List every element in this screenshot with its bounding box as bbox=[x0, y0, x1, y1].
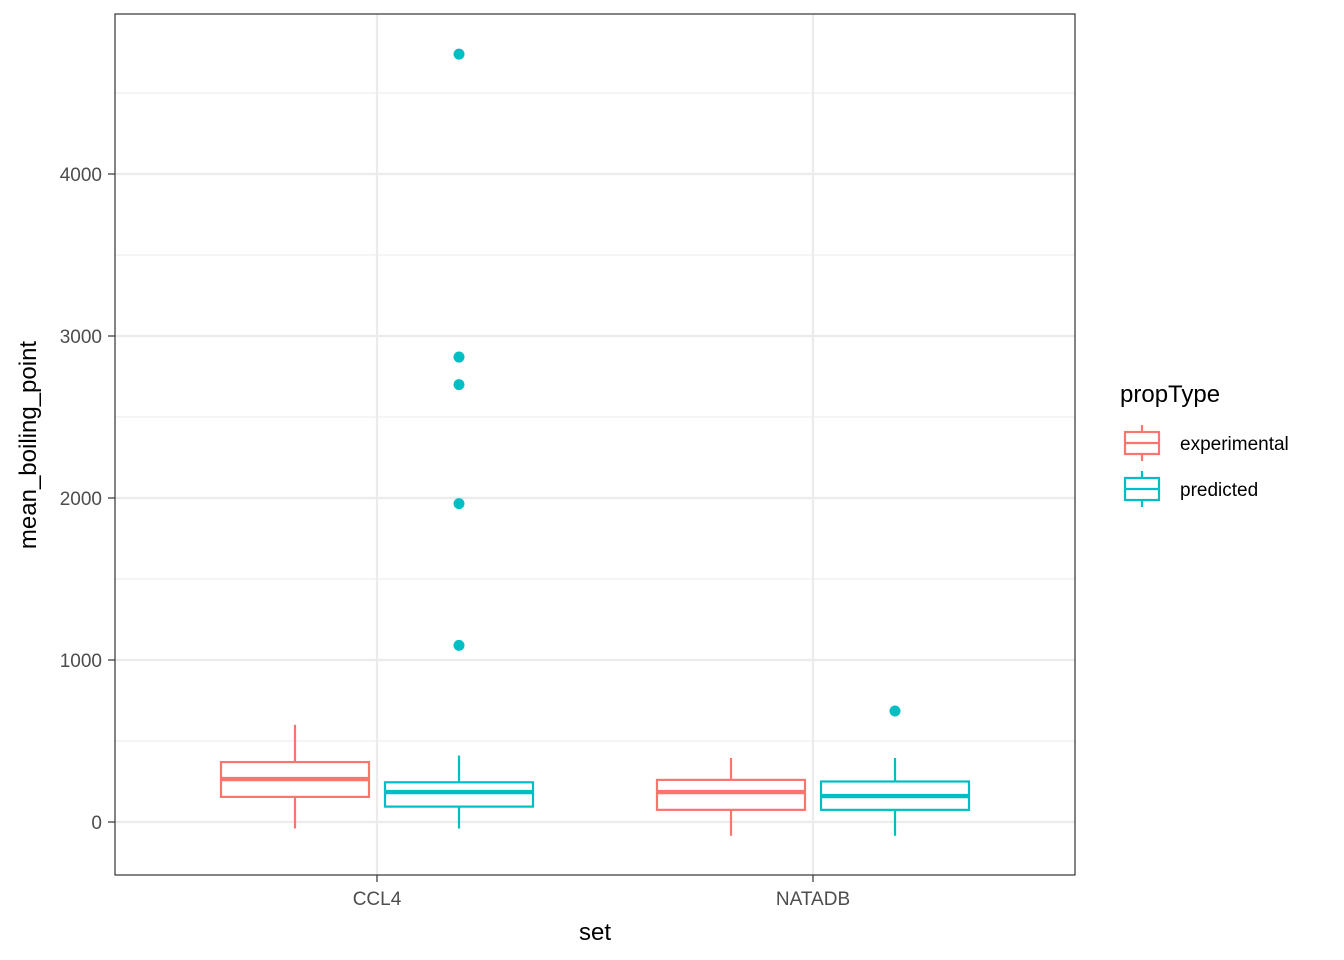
y-tick-label: 1000 bbox=[60, 651, 102, 672]
x-axis-title: set bbox=[579, 919, 611, 946]
legend-key-predicted bbox=[1123, 471, 1161, 507]
box-iqr bbox=[383, 781, 535, 808]
box-iqr bbox=[655, 778, 807, 811]
legend-key-experimental bbox=[1123, 425, 1161, 461]
outlier-point bbox=[889, 705, 901, 717]
legend: propType experimental predicted bbox=[1120, 381, 1289, 507]
box-series bbox=[219, 48, 971, 836]
outlier-point bbox=[453, 379, 465, 391]
legend-label: experimental bbox=[1180, 434, 1289, 455]
box-experimental-natadb bbox=[655, 758, 807, 836]
panel-background bbox=[115, 14, 1075, 875]
major-gridlines bbox=[115, 14, 1075, 875]
panel-border bbox=[114, 13, 1076, 876]
outlier-point bbox=[453, 639, 465, 651]
y-tick-label: 3000 bbox=[60, 327, 102, 348]
x-tick-label: NATADB bbox=[776, 889, 850, 910]
outlier-point bbox=[453, 351, 465, 363]
y-tick-label: 0 bbox=[91, 813, 102, 834]
box-experimental-ccl4 bbox=[219, 724, 371, 829]
y-axis-title: mean_boiling_point bbox=[15, 341, 42, 549]
box-predicted-ccl4 bbox=[383, 48, 535, 829]
outlier-point bbox=[453, 498, 465, 510]
x-tick-label: CCL4 bbox=[353, 889, 402, 910]
legend-label: predicted bbox=[1180, 480, 1258, 501]
x-axis: CCL4 NATADB bbox=[353, 875, 850, 910]
minor-gridlines bbox=[115, 92, 1075, 742]
y-tick-label: 2000 bbox=[60, 489, 102, 510]
y-tick-label: 4000 bbox=[60, 165, 102, 186]
y-axis: 0 1000 2000 3000 4000 bbox=[60, 165, 115, 834]
legend-title: propType bbox=[1120, 381, 1220, 408]
box-predicted-natadb bbox=[819, 705, 971, 836]
outlier-point bbox=[453, 48, 465, 60]
